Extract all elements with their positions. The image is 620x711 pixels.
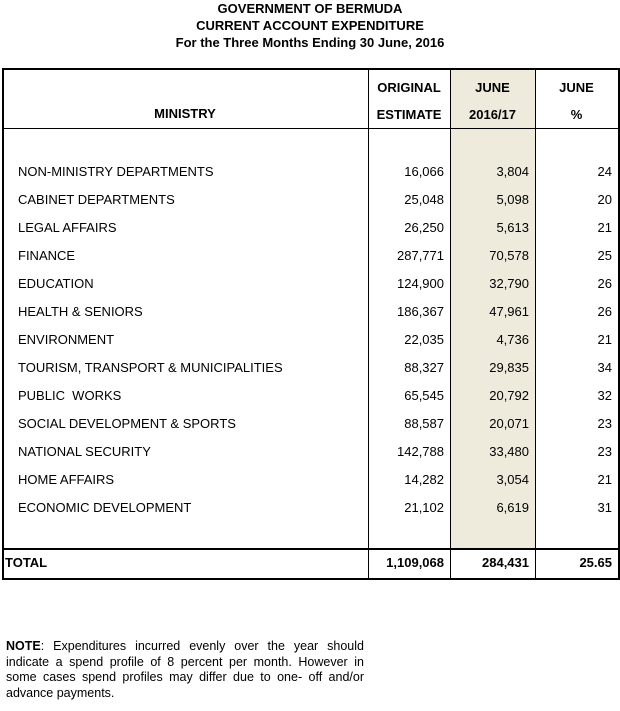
cell-value: 88,327 [404, 360, 444, 375]
cell-value: 287,771 [397, 248, 444, 263]
ministry-name: LEGAL AFFAIRS [18, 220, 117, 235]
cell-value: 124,900 [397, 276, 444, 291]
cell-value: 22,035 [404, 332, 444, 347]
border [2, 548, 618, 550]
cell-value: 5,098 [496, 192, 529, 207]
ministry-name: NON-MINISTRY DEPARTMENTS [18, 164, 214, 179]
ministry-name: FINANCE [18, 248, 76, 263]
ministry-name: PUBLIC WORKS [18, 388, 122, 403]
cell-value: 4,736 [496, 332, 529, 347]
cell-value: 23 [597, 444, 612, 459]
ministry-name: HEALTH & SENIORS [18, 304, 143, 319]
cell-value: 5,613 [496, 220, 529, 235]
column-header: % [570, 107, 583, 122]
cell-value: 34 [597, 360, 612, 375]
column-header: ESTIMATE [376, 107, 442, 122]
cell-value: 26,250 [404, 220, 444, 235]
cell-value: 186,367 [397, 304, 444, 319]
cell-value: 88,587 [404, 416, 444, 431]
cell-value: 6,619 [496, 500, 529, 515]
border [2, 68, 4, 580]
cell-value: 33,480 [489, 444, 529, 459]
total-value: 1,109,068 [386, 555, 444, 570]
note: NOTE: Expenditures incurred evenly over … [6, 639, 364, 701]
title-line: GOVERNMENT OF BERMUDA [217, 1, 403, 16]
ministry-name: HOME AFFAIRS [18, 472, 115, 487]
ministry-name: EDUCATION [18, 276, 94, 291]
border [450, 68, 451, 578]
ministry-name: CABINET DEPARTMENTS [18, 192, 175, 207]
column-header: ORIGINAL [377, 80, 441, 95]
ministry-name: ENVIRONMENT [18, 332, 115, 347]
cell-value: 3,804 [496, 164, 529, 179]
border [2, 68, 618, 70]
ministry-name: TOURISM, TRANSPORT & MUNICIPALITIES [18, 360, 283, 375]
cell-value: 21 [597, 332, 612, 347]
cell-value: 21 [597, 472, 612, 487]
column-header: JUNE [559, 80, 594, 95]
cell-value: 26 [597, 276, 612, 291]
cell-value: 25 [597, 248, 612, 263]
border [2, 128, 618, 129]
total-value: 284,431 [482, 555, 529, 570]
cell-value: 31 [597, 500, 612, 515]
border [368, 68, 369, 578]
cell-value: 16,066 [404, 164, 444, 179]
cell-value: 20,792 [489, 388, 529, 403]
ministry-name: ECONOMIC DEVELOPMENT [18, 500, 192, 515]
total-label: TOTAL [5, 555, 48, 570]
border [535, 68, 536, 578]
cell-value: 32 [597, 388, 612, 403]
cell-value: 3,054 [496, 472, 529, 487]
total-value: 25.65 [579, 555, 612, 570]
border [618, 68, 620, 580]
note-label: NOTE [6, 639, 41, 653]
cell-value: 70,578 [489, 248, 529, 263]
cell-value: 47,961 [489, 304, 529, 319]
cell-value: 20 [597, 192, 612, 207]
cell-value: 21 [597, 220, 612, 235]
title-line: For the Three Months Ending 30 June, 201… [175, 35, 445, 50]
cell-value: 20,071 [489, 416, 529, 431]
cell-value: 24 [597, 164, 612, 179]
cell-value: 23 [597, 416, 612, 431]
ministry-name: NATIONAL SECURITY [18, 444, 151, 459]
column-header: 2016/17 [469, 107, 516, 122]
cell-value: 32,790 [489, 276, 529, 291]
note-text: : Expenditures incurred evenly over the … [6, 639, 364, 700]
column-header: MINISTRY [154, 106, 216, 121]
border [2, 578, 618, 580]
cell-value: 21,102 [404, 500, 444, 515]
title-line: CURRENT ACCOUNT EXPENDITURE [196, 18, 424, 33]
cell-value: 25,048 [404, 192, 444, 207]
june-column-shade [450, 68, 535, 548]
cell-value: 14,282 [404, 472, 444, 487]
cell-value: 29,835 [489, 360, 529, 375]
cell-value: 142,788 [397, 444, 444, 459]
ministry-name: SOCIAL DEVELOPMENT & SPORTS [18, 416, 236, 431]
cell-value: 26 [597, 304, 612, 319]
cell-value: 65,545 [404, 388, 444, 403]
column-header: JUNE [475, 80, 510, 95]
